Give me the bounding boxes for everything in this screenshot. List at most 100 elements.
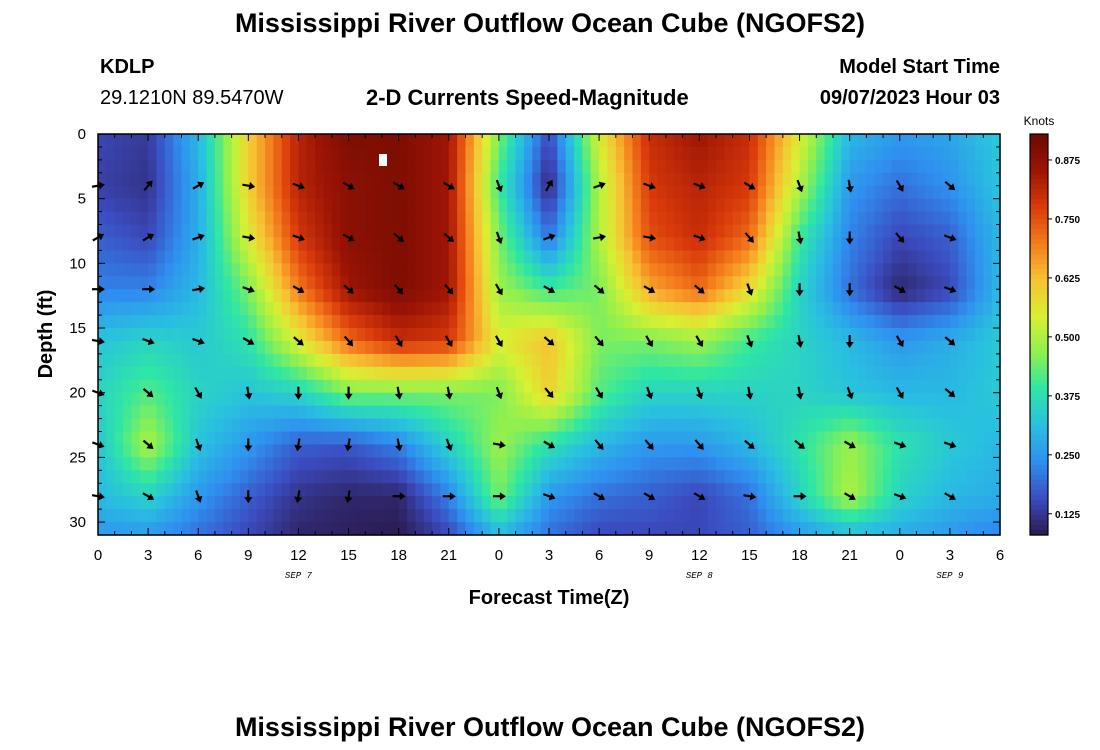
heatmap-cell: [674, 522, 684, 536]
colorbar-segment: [1030, 144, 1048, 150]
heatmap-cell: [807, 353, 817, 368]
heatmap-cell: [398, 522, 408, 536]
heatmap-cell: [974, 328, 984, 342]
heatmap-cell: [974, 405, 984, 420]
heatmap-cell: [891, 237, 901, 252]
heatmap-cell: [682, 483, 692, 497]
heatmap-cell: [306, 237, 316, 252]
heatmap-cell: [849, 172, 859, 187]
heatmap-cell: [373, 237, 383, 252]
heatmap-cell: [532, 522, 542, 536]
heatmap-cell: [832, 431, 842, 446]
heatmap-cell: [515, 353, 525, 368]
heatmap-cell: [632, 522, 642, 536]
heatmap-cell: [824, 315, 834, 329]
heatmap-cell: [540, 172, 550, 187]
colorbar-segment: [1030, 254, 1048, 260]
heatmap-cell: [156, 470, 166, 484]
heatmap-cell: [874, 198, 884, 213]
heatmap-cell: [498, 250, 508, 264]
heatmap-cell: [724, 224, 734, 239]
heatmap-cell: [991, 315, 1001, 329]
heatmap-cell: [139, 379, 149, 394]
heatmap-cell: [866, 211, 876, 226]
heatmap-cell: [156, 211, 166, 226]
heatmap-cell: [198, 405, 208, 420]
heatmap-cell: [398, 134, 408, 148]
heatmap-cell: [707, 379, 717, 394]
heatmap-cell: [774, 392, 784, 407]
heatmap-cell: [482, 328, 492, 342]
heatmap-cell: [816, 328, 826, 342]
heatmap-cell: [615, 392, 625, 407]
heatmap-cell: [256, 353, 266, 368]
heatmap-cell: [732, 366, 742, 381]
heatmap-cell: [498, 418, 508, 433]
heatmap-cell: [223, 379, 233, 394]
heatmap-cell: [682, 431, 692, 446]
heatmap-cell: [515, 457, 525, 471]
heatmap-cell: [966, 366, 976, 381]
heatmap-cell: [440, 353, 450, 368]
heatmap-cell: [757, 146, 767, 161]
heatmap-cell: [983, 146, 993, 161]
heatmap-cell: [757, 392, 767, 407]
heatmap-cell: [615, 522, 625, 536]
heatmap-cell: [306, 134, 316, 148]
heatmap-cell: [974, 315, 984, 329]
heatmap-cell: [849, 237, 859, 252]
colorbar-tick-label: 0.500: [1055, 333, 1080, 344]
heatmap-cell: [682, 522, 692, 536]
heatmap-cell: [749, 211, 759, 226]
heatmap-cell: [373, 405, 383, 420]
heatmap-cell: [164, 172, 174, 187]
heatmap-cell: [757, 431, 767, 446]
heatmap-cell: [841, 379, 851, 394]
heatmap-cell: [532, 172, 542, 187]
heatmap-cell: [924, 522, 934, 536]
heatmap-cell: [465, 340, 475, 355]
current-arrow: [294, 490, 303, 504]
heatmap-cell: [323, 496, 333, 510]
heatmap-cell: [640, 211, 650, 226]
heatmap-cell: [98, 366, 107, 381]
heatmap-cell: [281, 444, 291, 458]
heatmap-cell: [415, 496, 425, 510]
heatmap-cell: [883, 340, 893, 355]
heatmap-cell: [640, 496, 650, 510]
heatmap-cell: [657, 328, 667, 342]
heatmap-cell: [933, 379, 943, 394]
heatmap-cell: [523, 172, 533, 187]
heatmap-cell: [231, 146, 241, 161]
heatmap-cell: [148, 353, 158, 368]
heatmap-cell: [665, 146, 675, 161]
heatmap-cell: [899, 146, 909, 161]
heatmap-cell: [390, 289, 400, 303]
heatmap-cell: [782, 315, 792, 329]
heatmap-cell: [323, 418, 333, 433]
heatmap-cell: [206, 431, 216, 446]
heatmap-cell: [98, 224, 107, 239]
heatmap-cell: [682, 328, 692, 342]
heatmap-cell: [515, 392, 525, 407]
y-tick-label: 25: [69, 449, 86, 466]
heatmap-cell: [239, 366, 249, 381]
heatmap-cell: [924, 418, 934, 433]
heatmap-cell: [782, 457, 792, 471]
heatmap-cell: [290, 366, 300, 381]
heatmap-cell: [398, 509, 408, 523]
heatmap-cell: [682, 496, 692, 510]
heatmap-cell: [832, 250, 842, 264]
heatmap-cell: [816, 431, 826, 446]
heatmap-cell: [899, 211, 909, 226]
heatmap-cell: [214, 315, 224, 329]
heatmap-cell: [248, 198, 258, 213]
heatmap-cell: [482, 237, 492, 252]
heatmap-cell: [523, 405, 533, 420]
heatmap-cell: [916, 483, 926, 497]
heatmap-cell: [231, 353, 241, 368]
colorbar-segment: [1030, 499, 1048, 506]
heatmap-cell: [983, 185, 993, 200]
heatmap-cell: [273, 276, 283, 290]
heatmap-cell: [381, 392, 391, 407]
